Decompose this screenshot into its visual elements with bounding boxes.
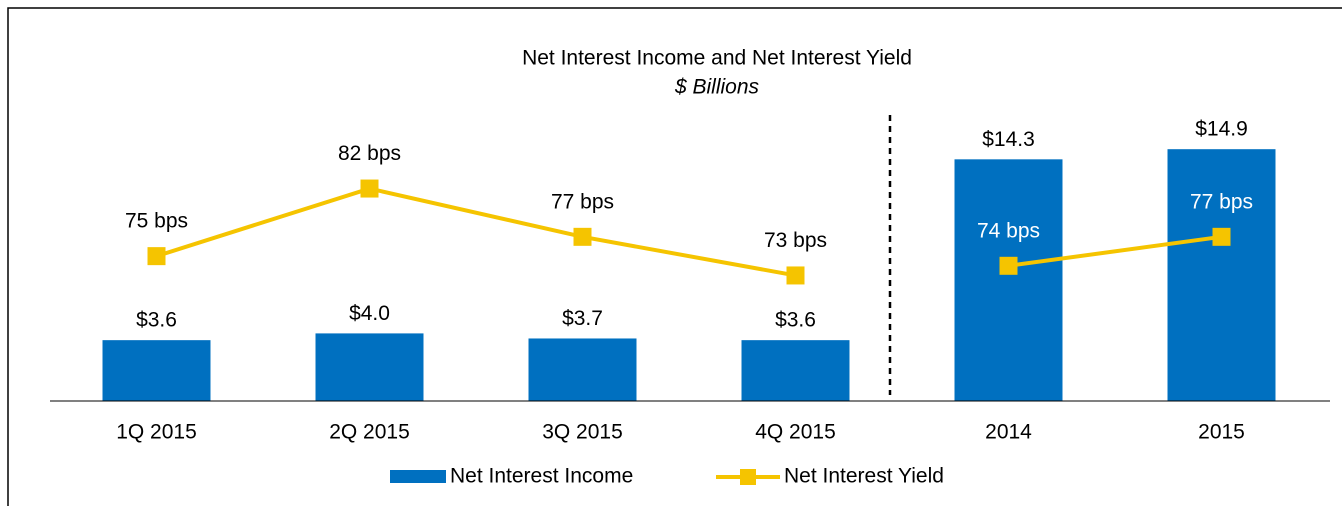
x-tick-label: 4Q 2015 — [755, 421, 836, 444]
x-tick-label: 1Q 2015 — [116, 421, 197, 444]
line-marker — [147, 247, 166, 266]
line-marker — [360, 179, 379, 198]
line — [1008, 234, 1222, 268]
bar — [102, 340, 211, 401]
line-marker — [786, 266, 805, 285]
x-tick-label: 3Q 2015 — [542, 421, 623, 444]
chart-title: Net Interest Income and Net Interest Yie… — [522, 47, 912, 70]
bar-label: $3.6 — [136, 309, 177, 332]
bar-label: $14.3 — [982, 128, 1035, 151]
line-label: 73 bps — [764, 229, 827, 252]
legend-label: Net Interest Income — [450, 465, 633, 488]
bar — [741, 340, 850, 401]
line-label: 75 bps — [125, 210, 188, 233]
legend-swatch — [390, 470, 446, 483]
line-marker — [573, 227, 592, 246]
bar-label: $14.9 — [1195, 118, 1248, 141]
line-label: 77 bps — [1190, 190, 1253, 213]
bar — [954, 159, 1063, 401]
line-label: 77 bps — [551, 190, 614, 213]
frame — [7, 7, 1342, 506]
bar-label: $4.0 — [349, 302, 390, 325]
bar — [528, 338, 637, 401]
legend-swatch — [740, 469, 756, 485]
x-tick-label: 2Q 2015 — [329, 421, 410, 444]
bar — [1167, 149, 1276, 401]
line-label: 82 bps — [338, 142, 401, 165]
x-tick-label: 2014 — [985, 421, 1032, 444]
bar-label: $3.7 — [562, 307, 603, 330]
line-marker — [1212, 227, 1231, 246]
legend-label: Net Interest Yield — [784, 465, 944, 488]
bar-label: $3.6 — [775, 309, 816, 332]
line — [155, 186, 796, 278]
chart-subtitle: $ Billions — [674, 76, 760, 99]
bar — [315, 333, 424, 401]
line-label: 74 bps — [977, 219, 1040, 242]
x-tick-label: 2015 — [1198, 421, 1245, 444]
line-marker — [999, 256, 1018, 275]
